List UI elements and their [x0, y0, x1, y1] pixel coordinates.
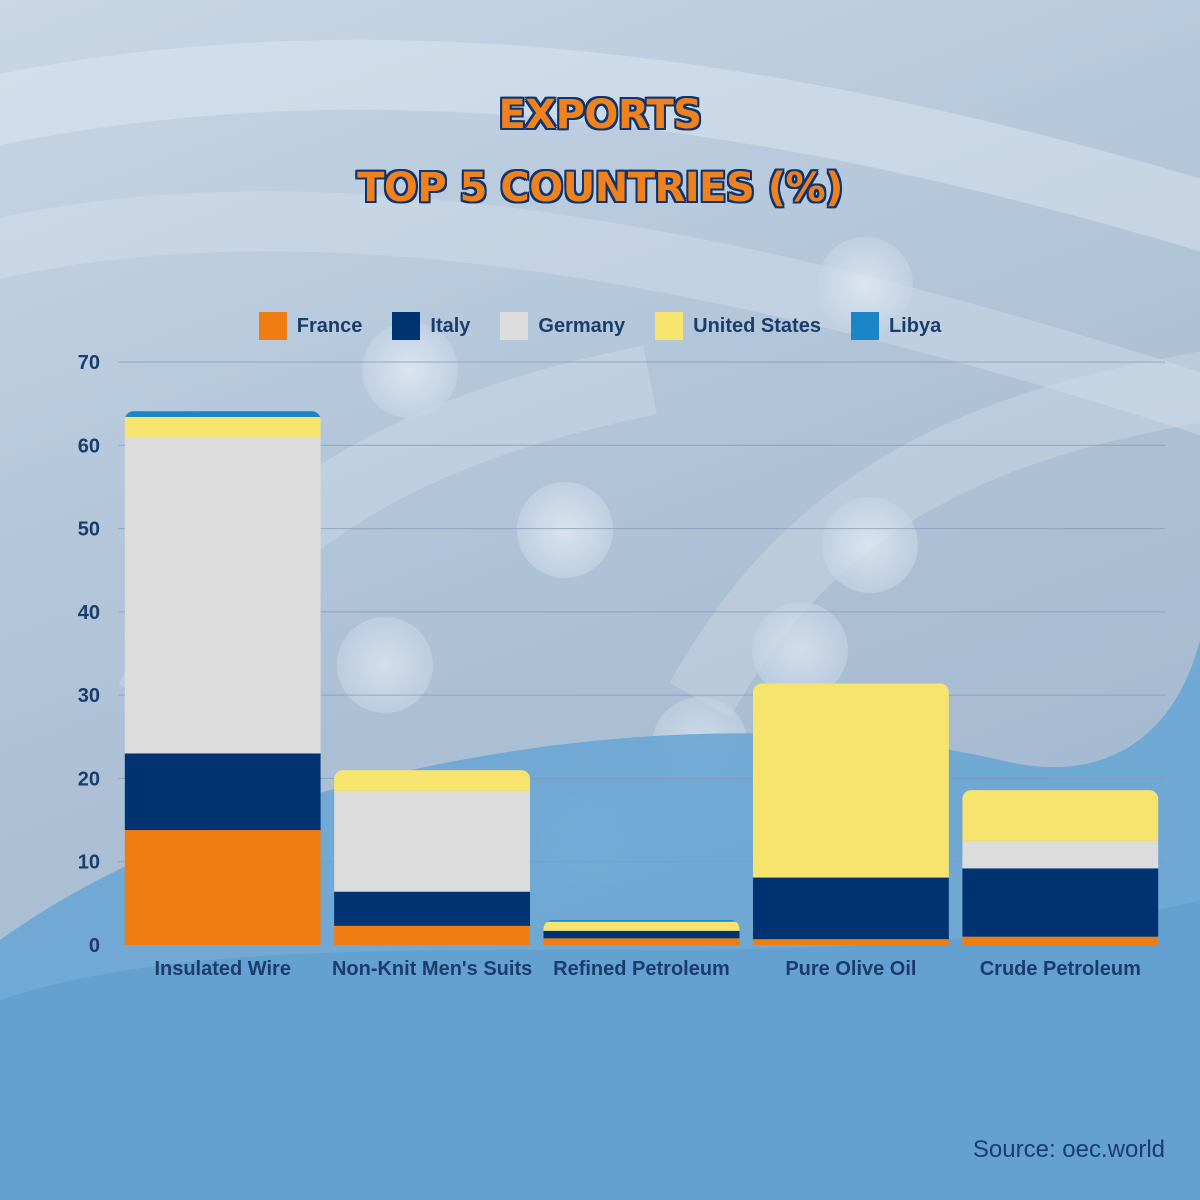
- bar-segment: [124, 753, 321, 831]
- bar-segment: [543, 921, 740, 931]
- bar-stack: [752, 683, 949, 945]
- y-tick-label: 30: [78, 685, 100, 707]
- legend-label: Germany: [538, 314, 626, 337]
- legend-item: France: [258, 312, 363, 340]
- chart-legend: France Italy Germany United States Libya: [0, 312, 1200, 340]
- legend-item: United States: [655, 312, 821, 340]
- bar-segment: [962, 936, 1159, 945]
- bar-stack: [543, 920, 740, 945]
- bar-segment: [334, 925, 531, 945]
- y-tick-label: 0: [89, 935, 100, 957]
- x-category-label: Crude Petroleum: [980, 958, 1141, 980]
- bar-stack: [962, 790, 1159, 945]
- bar-segment: [543, 920, 740, 922]
- bar-segment: [752, 939, 949, 945]
- bar-segment: [124, 830, 321, 945]
- x-category-label: Non-Knit Men's Suits: [332, 958, 532, 980]
- legend-label: France: [296, 314, 363, 337]
- bar-segment: [124, 411, 321, 417]
- bar-segment: [124, 416, 321, 437]
- bar-segment: [543, 930, 740, 939]
- bar-segment: [962, 840, 1159, 869]
- chart-title-line-1: EXPORTS: [498, 92, 702, 138]
- bar-stack: [124, 411, 321, 945]
- legend-swatch: [392, 312, 421, 340]
- y-tick-label: 20: [78, 768, 100, 790]
- legend-item: Germany: [500, 312, 625, 340]
- bar-segment: [962, 790, 1159, 841]
- x-category-label: Pure Olive Oil: [785, 958, 916, 980]
- legend-label: Libya: [888, 314, 942, 337]
- source-note: Source: oec.world: [972, 1136, 1165, 1163]
- y-tick-label: 50: [78, 519, 100, 541]
- legend-item: Libya: [850, 312, 942, 340]
- legend-swatch: [500, 312, 529, 340]
- bar-segment: [752, 877, 949, 940]
- legend-label: Italy: [430, 314, 471, 337]
- legend-swatch: [850, 312, 879, 340]
- y-tick-label: 60: [78, 435, 100, 457]
- bar-segment: [543, 938, 740, 945]
- legend-item: Italy: [392, 312, 470, 340]
- y-tick-label: 40: [78, 602, 100, 624]
- legend-label: United States: [693, 314, 821, 337]
- x-category-label: Refined Petroleum: [553, 958, 730, 980]
- y-tick-label: 70: [78, 352, 100, 374]
- bar-segment: [334, 790, 531, 892]
- chart-title-line-2: TOP 5 COUNTRIES (%): [357, 165, 843, 211]
- bar-segment: [962, 868, 1159, 937]
- x-category-label: Insulated Wire: [154, 958, 291, 980]
- bar-segment: [752, 683, 949, 878]
- legend-swatch: [258, 312, 287, 340]
- bar-stack: [334, 770, 531, 945]
- bar-segment: [334, 891, 531, 926]
- bar-segment: [124, 436, 321, 754]
- y-tick-label: 10: [78, 852, 100, 874]
- bar-segment: [334, 770, 531, 791]
- legend-swatch: [655, 312, 684, 340]
